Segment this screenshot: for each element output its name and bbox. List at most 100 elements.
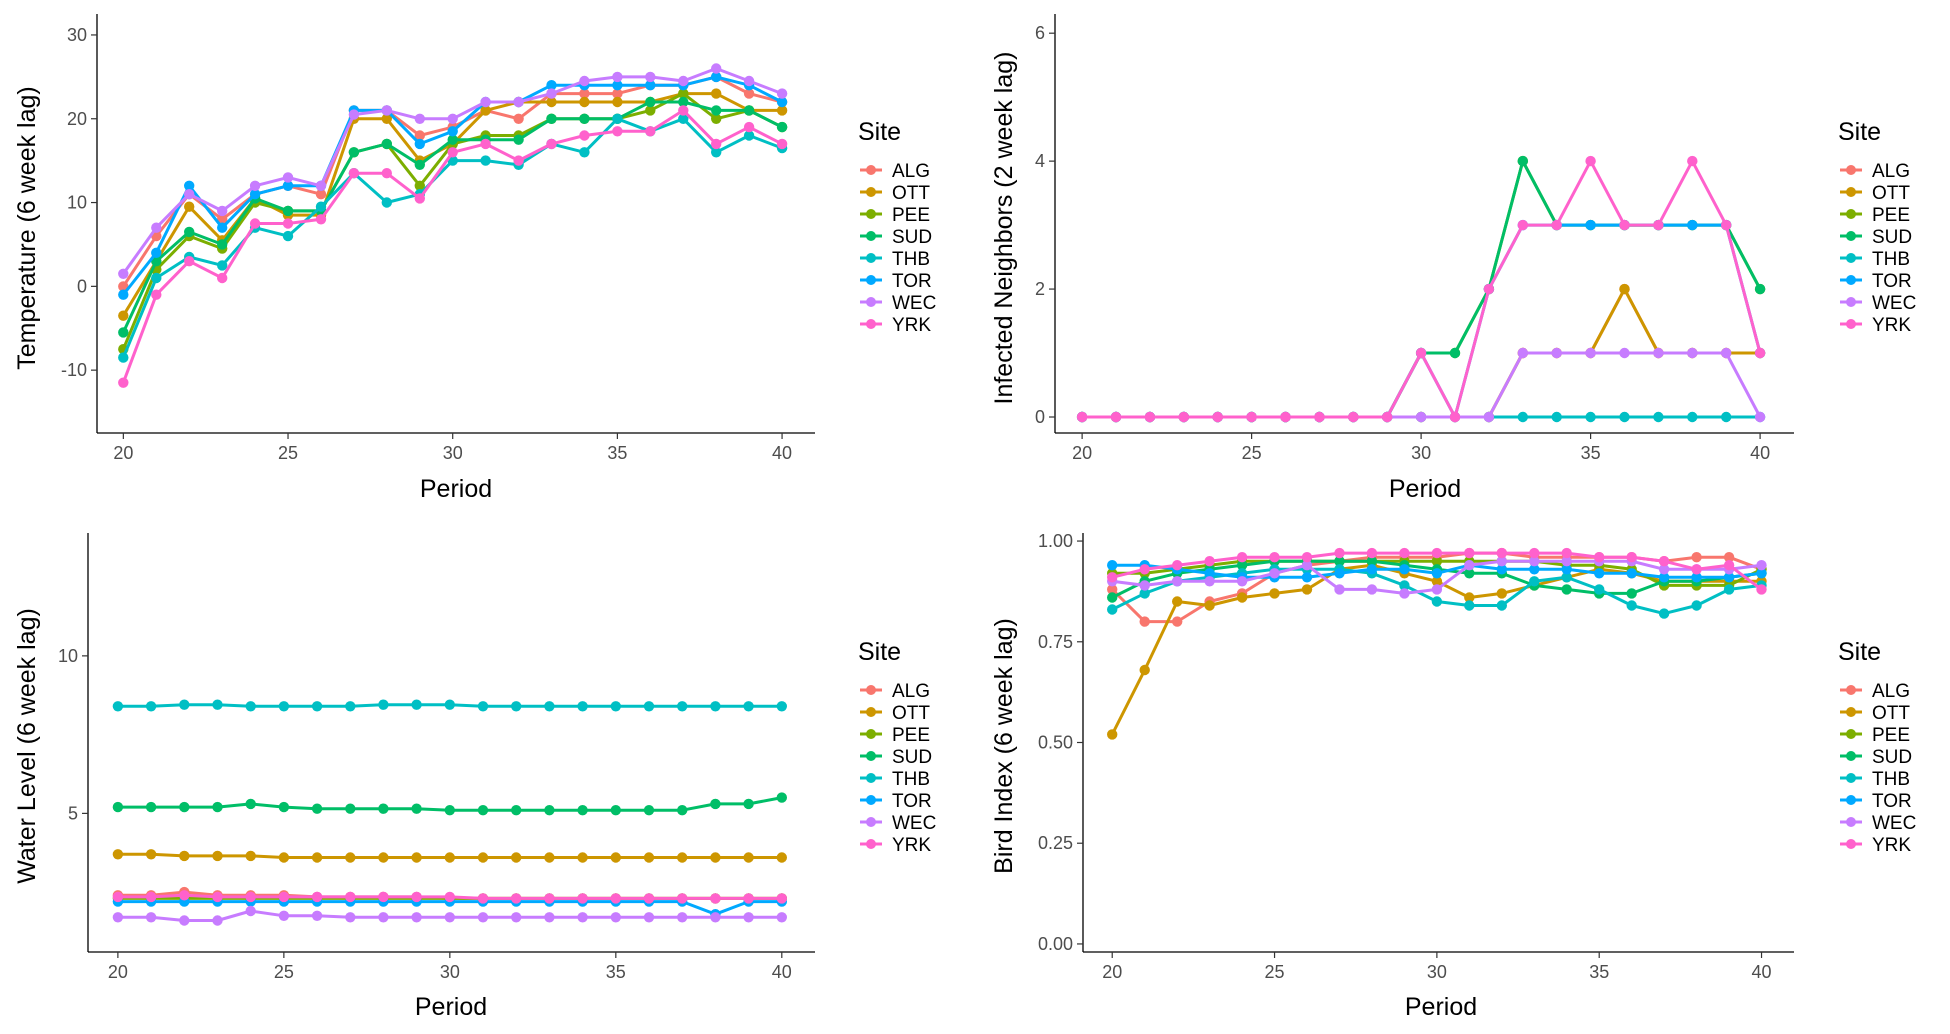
- water-level-legend-title: Site: [858, 638, 901, 666]
- temperature-point-ott: [776, 105, 788, 116]
- temperature-point-wec: [447, 113, 458, 125]
- infected-neighbors-point-yrk: [1178, 411, 1190, 423]
- bird-index-point-tor: [1561, 564, 1572, 575]
- bird-index-point-thb: [1464, 600, 1475, 611]
- bird-index-point-tor: [1594, 568, 1605, 579]
- temperature-legend-label-yrk: YRK: [892, 315, 931, 336]
- bird-index-legend-key-point: [1846, 773, 1856, 783]
- bird-index-point-wec: [1756, 560, 1767, 571]
- bird-index-point-thb: [1561, 572, 1572, 583]
- temperature-x-tick-label: 40: [772, 443, 792, 463]
- water-level-point-thb: [179, 699, 190, 710]
- temperature-point-yrk: [612, 126, 623, 137]
- water-level-point-thb: [378, 699, 389, 710]
- temperature-legend-key-point: [866, 231, 876, 241]
- bird-index-point-ott: [1204, 600, 1215, 611]
- temperature-point-thb: [315, 201, 327, 212]
- water-level-point-yrk: [511, 893, 522, 904]
- infected-neighbors-legend-label-yrk: YRK: [1872, 315, 1911, 336]
- water-level-point-thb: [112, 701, 124, 712]
- temperature-point-ott: [184, 201, 195, 212]
- temperature-x-axis-title: Period: [420, 475, 492, 503]
- temperature-point-yrk: [579, 130, 590, 141]
- water-level-point-thb: [643, 701, 655, 712]
- bird-index-y-tick-label: 0.75: [1038, 632, 1073, 652]
- infected-neighbors-plot-area: 20 25 30 35 40 0 2 4 6: [1035, 14, 1794, 463]
- water-level-legend-key-point: [866, 751, 876, 761]
- water-level-point-wec: [477, 912, 489, 923]
- water-level-point-yrk: [677, 893, 688, 904]
- infected-neighbors-point-yrk: [1348, 411, 1359, 423]
- temperature-point-tor: [546, 80, 557, 91]
- temperature-legend-label-tor: TOR: [892, 271, 932, 292]
- temperature-point-yrk: [184, 256, 195, 267]
- bird-index-point-wec: [1366, 584, 1378, 595]
- temperature-point-wec: [217, 205, 228, 217]
- infected-neighbors-series-line-wec: [1082, 351, 1762, 419]
- temperature-point-pee: [414, 180, 425, 191]
- bird-index-point-wec: [1529, 556, 1540, 567]
- bird-index-x-tick-label: 30: [1427, 962, 1447, 982]
- bird-index-point-yrk: [1464, 547, 1475, 559]
- infected-neighbors-point-yrk: [1754, 347, 1766, 359]
- water-level-point-yrk: [544, 893, 555, 904]
- bird-index-point-pee: [1431, 556, 1443, 567]
- infected-neighbors-legend-key-point: [1846, 231, 1856, 241]
- temperature-point-yrk: [315, 214, 327, 225]
- infected-neighbors-point-tor: [1687, 219, 1698, 231]
- bird-index-point-sud: [1626, 588, 1637, 599]
- temperature-point-ott: [711, 88, 722, 99]
- bird-index-legend-title: Site: [1838, 638, 1881, 666]
- infected-neighbors-point-wec: [1517, 347, 1529, 359]
- bird-index-point-yrk: [1236, 552, 1248, 563]
- temperature-point-tor: [184, 180, 195, 191]
- bird-index-y-tick-label: 1.00: [1038, 531, 1073, 551]
- water-level-point-ott: [477, 852, 489, 863]
- infected-neighbors-x-tick-label: 40: [1750, 443, 1770, 463]
- temperature-point-thb: [711, 147, 722, 158]
- infected-neighbors-point-sud: [1449, 347, 1461, 359]
- bird-index-legend-label-ott: OTT: [1872, 703, 1910, 724]
- water-level-point-sud: [345, 803, 356, 814]
- temperature-point-wec: [612, 71, 623, 83]
- water-level-legend-key-point: [866, 685, 876, 695]
- water-level-point-yrk: [710, 893, 721, 904]
- panel-temperature: 20 25 30 35 40 -10 0 10 20 30 Period Temperature …: [13, 14, 936, 503]
- temperature-point-yrk: [743, 121, 755, 133]
- water-level-point-sud: [477, 805, 489, 816]
- temperature-point-sud: [184, 226, 195, 238]
- water-level-point-thb: [511, 701, 522, 712]
- temperature-point-yrk: [513, 155, 524, 166]
- infected-neighbors-point-yrk: [1517, 219, 1529, 231]
- temperature-point-thb: [381, 197, 392, 208]
- bird-index-point-thb: [1723, 584, 1735, 595]
- infected-neighbors-legend-key-point: [1846, 297, 1856, 307]
- temperature-y-tick-label: 20: [67, 109, 87, 129]
- bird-index-point-tor: [1334, 568, 1345, 579]
- temperature-point-tor: [612, 80, 623, 91]
- bird-index-point-ott: [1107, 729, 1118, 740]
- bird-index-point-tor: [1301, 572, 1313, 583]
- water-level-point-ott: [112, 849, 124, 860]
- bird-index-point-ott: [1172, 596, 1183, 607]
- temperature-point-alg: [579, 88, 590, 99]
- temperature-point-yrk: [381, 168, 392, 179]
- water-level-y-axis-title: Water Level (6 week lag): [13, 608, 41, 884]
- temperature-point-yrk: [678, 105, 689, 116]
- infected-neighbors-point-yrk: [1415, 347, 1427, 359]
- temperature-y-tick-label: 0: [77, 276, 87, 296]
- temperature-point-yrk: [282, 218, 294, 229]
- infected-neighbors-point-yrk: [1483, 283, 1495, 295]
- water-level-point-ott: [444, 852, 455, 863]
- water-level-point-sud: [444, 805, 455, 816]
- bird-index-point-yrk: [1139, 564, 1150, 575]
- temperature-legend-key-point: [866, 275, 876, 285]
- infected-neighbors-point-yrk: [1280, 411, 1291, 423]
- water-level-x-tick-label: 30: [440, 962, 460, 982]
- temperature-point-tor: [249, 189, 261, 200]
- bird-index-point-yrk: [1107, 572, 1118, 583]
- bird-index-point-sud: [1334, 556, 1345, 567]
- water-level-point-sud: [577, 805, 588, 816]
- water-level-point-yrk: [643, 893, 655, 904]
- water-level-point-ott: [544, 852, 555, 863]
